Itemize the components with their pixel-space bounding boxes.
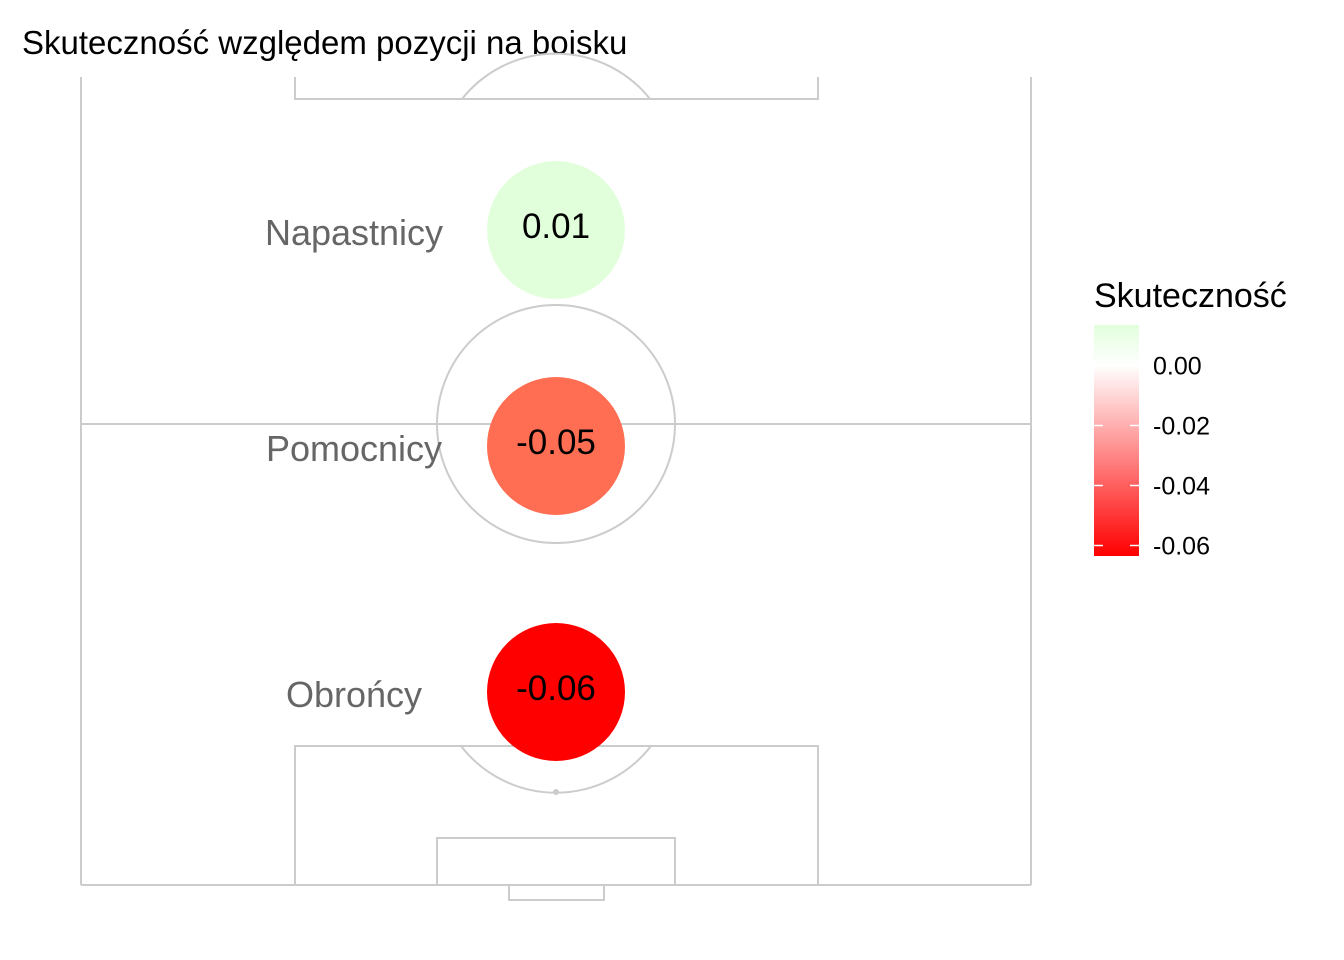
color-legend: Skuteczność 0.00 -0.02 -0.04 -0.06 <box>1094 277 1287 561</box>
legend-title: Skuteczność <box>1094 277 1287 315</box>
legend-tick-label-1: 0.00 <box>1153 353 1202 381</box>
data-points: Napastnicy 0.01 Pomocnicy -0.05 Obrońcy -0.06 <box>265 161 625 761</box>
penalty-spot <box>553 789 559 795</box>
position-label-1: Napastnicy <box>265 212 443 253</box>
legend-colorbar <box>1094 325 1139 556</box>
bottom-goal-area <box>436 837 676 886</box>
top-penalty-box <box>294 77 819 100</box>
goal <box>508 884 605 901</box>
value-label-3: -0.06 <box>516 669 596 708</box>
value-label-2: -0.05 <box>516 423 596 462</box>
point-circle-2 <box>487 377 625 515</box>
top-penalty-arc <box>461 52 651 100</box>
legend-tick-label-3: -0.04 <box>1153 473 1210 501</box>
value-label-1: 0.01 <box>522 207 590 246</box>
point-circle-1 <box>487 161 625 299</box>
position-label-2: Pomocnicy <box>266 428 442 469</box>
point-circle-3 <box>487 623 625 761</box>
position-label-3: Obrońcy <box>286 674 422 715</box>
pitch-center-circle <box>436 304 676 544</box>
chart-title: Skuteczność względem pozycji na boisku <box>22 24 628 61</box>
legend-tick-label-2: -0.02 <box>1153 413 1210 441</box>
bottom-penalty-box <box>294 745 819 886</box>
legend-tick-label-4: -0.06 <box>1153 533 1210 561</box>
